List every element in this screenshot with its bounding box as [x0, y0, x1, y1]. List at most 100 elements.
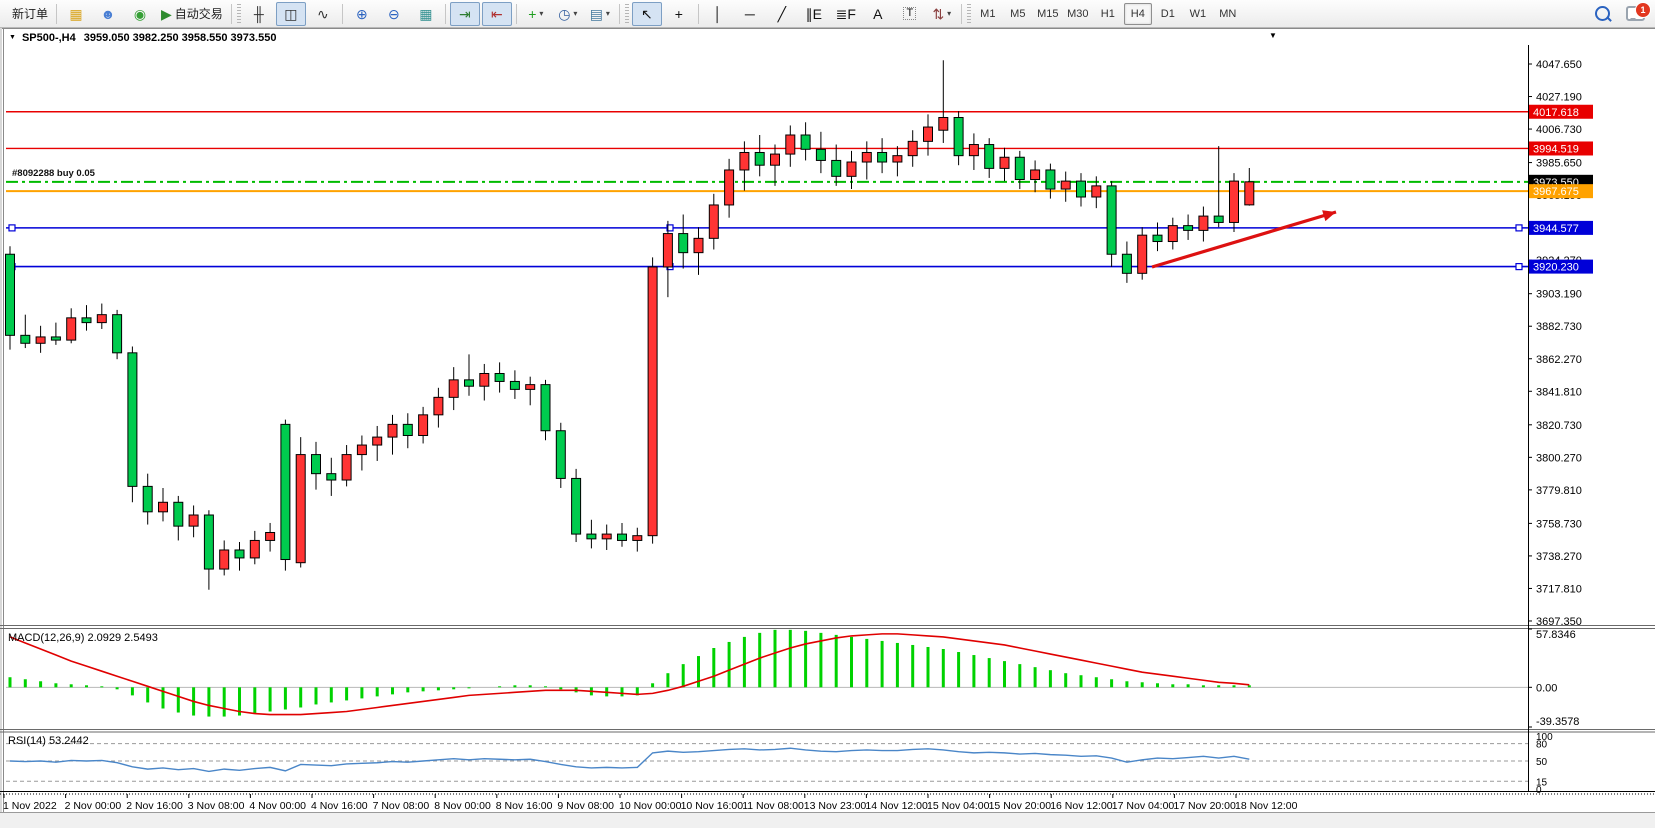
chart-shift-icon[interactable]: ⇤	[481, 1, 512, 26]
auto-scroll-icon[interactable]: ⇥	[449, 1, 480, 26]
timeframe-d1-button[interactable]: D1	[1160, 7, 1175, 20]
timeframe-w1-button[interactable]: W1	[1189, 7, 1207, 20]
text-label-icon[interactable]: T	[895, 2, 925, 26]
toolbar-grip	[236, 3, 241, 24]
auto-scroll-icon: ⇥	[458, 5, 471, 22]
add-indicator-icon-dropdown[interactable]: ▾	[539, 9, 544, 18]
trendline-icon[interactable]: ╱	[767, 2, 797, 26]
chart-window-icon[interactable]: ▦	[61, 2, 91, 26]
symbol-dropdown-icon[interactable]: ▼	[9, 34, 16, 41]
text-icon[interactable]: A	[863, 2, 893, 26]
support-line-2[interactable]	[6, 262, 1528, 271]
chart-symbol-period: SP500-,H4	[21, 31, 76, 44]
svg-text:11 Nov 08:00: 11 Nov 08:00	[742, 800, 804, 812]
svg-text:3944.577: 3944.577	[1533, 223, 1579, 235]
svg-text:-39.3578: -39.3578	[1536, 716, 1579, 728]
svg-text:4 Nov 00:00: 4 Nov 00:00	[249, 800, 306, 812]
timeframe-mn-button[interactable]: MN	[1219, 7, 1237, 20]
chart-shift-marker[interactable]: ▼	[1269, 31, 1277, 40]
svg-text:4047.650: 4047.650	[1536, 59, 1582, 71]
svg-text:0.00: 0.00	[1536, 682, 1557, 694]
timeframe-h4-button[interactable]: H4	[1123, 2, 1152, 25]
vertical-line-icon[interactable]: │	[703, 2, 733, 26]
arrows-icon: ⇅	[932, 5, 945, 22]
svg-text:3882.730: 3882.730	[1536, 321, 1582, 333]
svg-text:3800.270: 3800.270	[1536, 452, 1582, 464]
tile-windows-icon[interactable]: ▦	[411, 2, 441, 26]
zoom-in-icon[interactable]: ⊕	[347, 2, 377, 26]
arrows-icon[interactable]: ⇅ ▾	[927, 2, 957, 26]
svg-text:14 Nov 12:00: 14 Nov 12:00	[865, 800, 928, 812]
signals-icon: ◉	[133, 5, 147, 22]
cursor-icon[interactable]: ↖	[631, 1, 662, 26]
crosshair-icon[interactable]: +	[664, 2, 694, 26]
timeframe-h1-button[interactable]: H1	[1100, 7, 1115, 20]
bar-chart-icon[interactable]: ╫	[244, 2, 274, 26]
svg-text:2 Nov 00:00: 2 Nov 00:00	[65, 800, 122, 812]
svg-text:4017.618: 4017.618	[1533, 107, 1579, 119]
chat-icon[interactable]: 1	[1626, 2, 1651, 21]
add-indicator-icon[interactable]: + ▾	[521, 2, 551, 26]
svg-text:10 Nov 16:00: 10 Nov 16:00	[681, 800, 744, 812]
timeframe-m5-button[interactable]: M5	[1010, 7, 1026, 20]
svg-text:3994.519: 3994.519	[1533, 143, 1579, 155]
support-line-2-handle	[1515, 262, 1523, 271]
signals-icon[interactable]: ◉	[125, 2, 155, 26]
main-toolbar: 新订单 ▦ ☻ ◉ ▶ 自动交易 ╫ ◫ ∿ ⊕ ⊖ ▦ ⇥ ⇤ + ▾ ◷ ▾ ▤ ▾ ↖ + │ ─ ╱ ∥E ≣F A T ⇅ ▾ M1…	[0, 0, 1655, 28]
support-line-2-badge	[1529, 259, 1593, 274]
svg-text:18 Nov 12:00: 18 Nov 12:00	[1235, 800, 1298, 812]
candlestick-chart-icon: ◫	[284, 5, 298, 22]
price-axis[interactable]: 4047.6504027.1904006.7303985.6503965.190…	[1528, 59, 1582, 628]
svg-text:3738.270: 3738.270	[1536, 551, 1582, 563]
zoom-out-icon[interactable]: ⊖	[379, 2, 409, 26]
open-order-label: #8092288 buy 0.05	[12, 168, 96, 179]
chart-template-icon-dropdown[interactable]: ▾	[605, 9, 610, 18]
support-line-1[interactable]	[6, 224, 1528, 232]
new-order-button[interactable]: 新订单	[5, 2, 52, 26]
svg-text:9 Nov 08:00: 9 Nov 08:00	[557, 800, 614, 812]
candles-layer	[5, 60, 1255, 590]
fibonacci-icon[interactable]: ≣F	[831, 2, 861, 26]
svg-text:10 Nov 00:00: 10 Nov 00:00	[619, 800, 682, 812]
profile-icon: ☻	[100, 5, 116, 22]
toolbar-separator	[697, 3, 699, 24]
toolbar-separator	[230, 3, 232, 24]
line-chart-icon[interactable]: ∿	[308, 2, 338, 26]
timeframe-m15-button[interactable]: M15	[1037, 7, 1059, 20]
time-axis[interactable]: 1 Nov 2022 2 Nov 00:00 2 Nov 16:00 3 Nov 08…	[0, 793, 1655, 812]
period-clock-icon-dropdown[interactable]: ▾	[573, 9, 578, 18]
period-clock-icon[interactable]: ◷ ▾	[553, 2, 583, 26]
svg-text:15: 15	[1536, 777, 1548, 788]
svg-text:16 Nov 12:00: 16 Nov 12:00	[1050, 800, 1113, 812]
price-badges: 4017.6183994.5193973.5503967.6753944.577…	[1529, 104, 1593, 274]
new-order-button-label: 新订单	[12, 7, 49, 21]
chart-ohlc-values: 3959.050 3982.250 3958.550 3973.550	[83, 31, 277, 44]
svg-text:17 Nov 04:00: 17 Nov 04:00	[1112, 800, 1175, 812]
arrows-icon-dropdown[interactable]: ▾	[947, 9, 952, 18]
profile-icon[interactable]: ☻	[93, 2, 123, 26]
timeframe-m30-button[interactable]: M30	[1067, 7, 1089, 20]
horizontal-line-icon[interactable]: ─	[735, 2, 765, 26]
channel-icon[interactable]: ∥E	[799, 2, 829, 26]
svg-text:3985.650: 3985.650	[1536, 158, 1582, 170]
support-line-1-handle	[1515, 224, 1523, 232]
text-icon: A	[873, 5, 883, 22]
zoom-out-icon: ⊖	[387, 5, 400, 22]
macd-label: MACD(12,26,9) 2.0929 2.5493	[8, 632, 158, 644]
search-icon[interactable]	[1595, 6, 1610, 21]
svg-text:3920.230: 3920.230	[1533, 262, 1579, 274]
trendline-icon: ╱	[777, 5, 787, 22]
autotrading-button[interactable]: ▶ 自动交易	[157, 2, 227, 26]
svg-text:8 Nov 16:00: 8 Nov 16:00	[496, 800, 553, 812]
chart-template-icon[interactable]: ▤ ▾	[585, 2, 615, 26]
svg-text:17 Nov 20:00: 17 Nov 20:00	[1173, 800, 1236, 812]
timeframe-m1-button[interactable]: M1	[980, 7, 996, 20]
svg-text:80: 80	[1536, 740, 1548, 751]
svg-text:3862.270: 3862.270	[1536, 354, 1582, 366]
macd-pane: MACD(12,26,9) 2.0929 2.5493 57.8346 0.00 -3…	[6, 628, 1579, 728]
trend-arrow[interactable]	[1151, 210, 1337, 269]
candlestick-chart-icon[interactable]: ◫	[275, 1, 306, 26]
svg-text:0: 0	[1536, 785, 1542, 796]
toolbar-separator	[960, 3, 962, 24]
